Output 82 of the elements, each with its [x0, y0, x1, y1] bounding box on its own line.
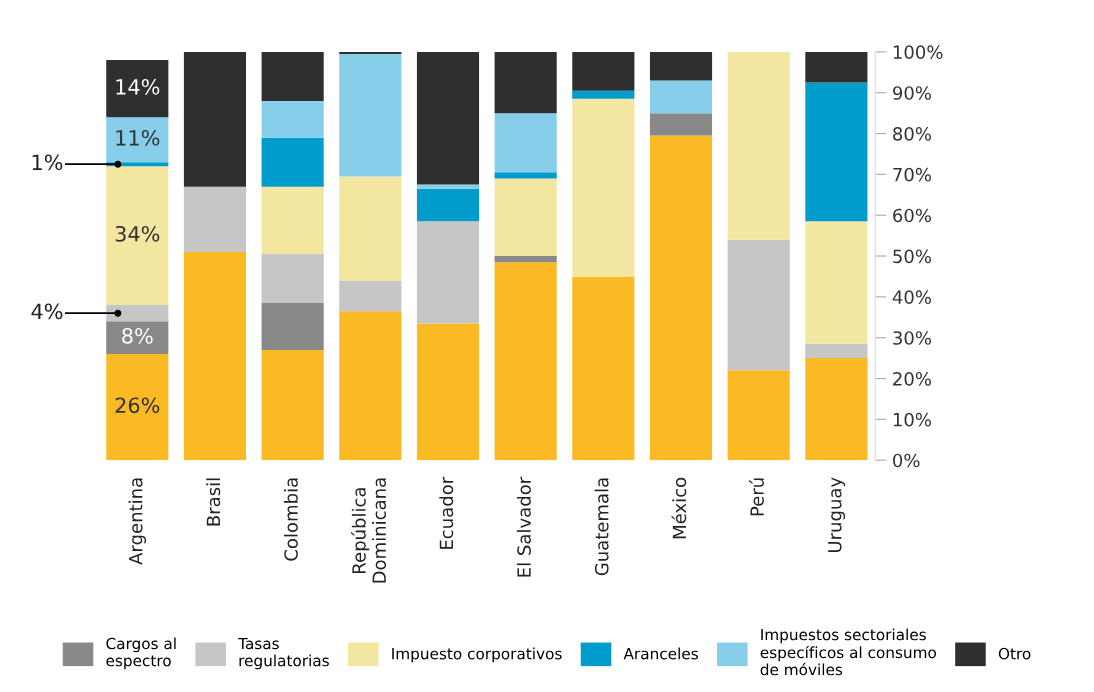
bar [261, 186, 324, 254]
bar [805, 221, 868, 344]
y-tick-label: 50% [893, 249, 931, 264]
bar [416, 184, 480, 189]
bar [261, 100, 324, 138]
bar [183, 186, 247, 252]
legend-label: Impuestos sectoriales específicos al consumo de móviles [760, 628, 937, 676]
bar [494, 172, 557, 179]
x-tick-label: Perú [749, 478, 764, 516]
bar [494, 178, 557, 257]
bar [261, 254, 324, 303]
bar [106, 117, 169, 163]
bar [805, 358, 868, 461]
bar [339, 280, 402, 312]
bar [494, 113, 557, 173]
bar [183, 51, 247, 187]
bar [494, 256, 557, 263]
y-tick-label: 80% [893, 127, 931, 141]
bar [805, 82, 868, 222]
bar [339, 53, 402, 177]
bar [106, 305, 169, 322]
x-tick-label: Guatemala [594, 478, 609, 576]
x-tick-label: Argentina [128, 478, 147, 565]
data-label: 4% [31, 303, 63, 320]
x-tick-label: El Salvador [516, 476, 531, 577]
bar [805, 343, 868, 359]
bar [106, 166, 169, 306]
y-tick-label: 30% [893, 331, 931, 345]
y-tick-label: 20% [893, 371, 931, 386]
y-tick-label: 0% [893, 453, 920, 468]
y-tick-label: 40% [892, 290, 931, 304]
bar [727, 239, 790, 371]
bar [416, 221, 480, 324]
bar [572, 98, 635, 277]
legend-label: Aranceles [623, 647, 698, 660]
bar [339, 51, 402, 54]
x-tick-label: República Dominicana [351, 478, 387, 583]
bar [416, 323, 480, 461]
x-tick-label: Colombia [283, 478, 298, 561]
x-tick-label: Uruguay [828, 477, 846, 553]
bar [649, 80, 713, 114]
bar [261, 349, 324, 461]
bar [727, 51, 790, 240]
y-tick-label: 90% [893, 86, 931, 100]
data-label: 8% [122, 327, 153, 344]
bar [416, 51, 480, 185]
bar [572, 90, 635, 99]
bar [261, 137, 324, 187]
bar [649, 135, 713, 461]
bar [649, 51, 713, 81]
legend-label: Impuesto corporativos [392, 647, 562, 663]
y-tick-label: 70% [893, 167, 931, 182]
y-tick-label: 60% [893, 208, 931, 223]
y-tick-label: 10% [893, 412, 931, 427]
bar [494, 262, 557, 461]
bar [416, 188, 480, 222]
legend-label: Tasas regulatorias [238, 637, 329, 670]
bar [106, 60, 169, 118]
x-tick-label: México [671, 477, 687, 539]
bar [261, 51, 324, 101]
data-label: 1% [32, 154, 63, 171]
bar [339, 311, 402, 461]
bar [572, 276, 635, 461]
bar [106, 321, 169, 355]
bar [494, 51, 557, 114]
x-tick-label: Brasil [206, 478, 221, 526]
bar [727, 370, 790, 461]
bar [106, 354, 169, 461]
y-tick-label: 100% [893, 45, 943, 60]
bar [805, 51, 868, 83]
data-label: 11% [116, 129, 160, 146]
bar [649, 113, 713, 136]
bar [572, 51, 635, 91]
legend-label: Cargos al espectro [106, 637, 176, 670]
bar [183, 251, 247, 461]
bar [261, 302, 324, 350]
data-label: 26% [115, 397, 160, 414]
bar [339, 176, 402, 281]
data-label: 34% [115, 225, 160, 242]
legend-label: Otro [998, 647, 1031, 660]
x-tick-label: Ecuador [439, 476, 454, 549]
data-label: 14% [116, 78, 160, 95]
